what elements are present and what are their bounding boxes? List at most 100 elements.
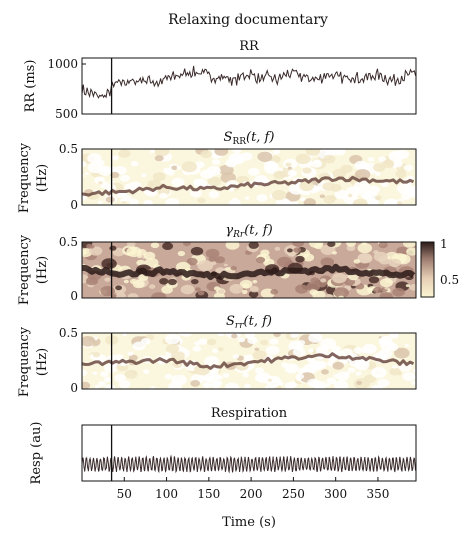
heatmap-cell [228, 198, 241, 205]
heatmap-cell [206, 338, 217, 346]
heatmap-cell [394, 347, 410, 359]
heatmap-cell [165, 197, 180, 205]
heatmap-cell [245, 333, 255, 339]
heatmap-cell [112, 247, 125, 257]
heatmap-cell [192, 345, 202, 352]
heatmap-cell [380, 340, 396, 352]
heatmap-cell [395, 170, 407, 179]
heatmap-cell [200, 150, 213, 159]
heatmap-cell [197, 260, 214, 272]
resp-series [82, 454, 416, 474]
heatmap-cell [326, 377, 337, 385]
heatmap-cell [252, 350, 267, 361]
s-r-ytick-top: 0.5 [59, 326, 78, 340]
heatmap-cell [379, 292, 393, 298]
gamma-ytick-top: 0.5 [59, 235, 78, 249]
heatmap-cell [287, 170, 297, 177]
heatmap-cell [389, 333, 399, 339]
heatmap-cell [307, 357, 317, 364]
rr-ytick-bottom: 500 [55, 107, 78, 121]
heatmap-cell [316, 360, 322, 364]
heatmap-cell [244, 196, 250, 200]
x-tick-label: 250 [282, 487, 305, 501]
rr-ytick-top: 1000 [47, 57, 78, 71]
heatmap-cell [252, 280, 258, 284]
heatmap-cell [265, 345, 280, 356]
heatmap-cell [284, 363, 299, 374]
heatmap-cell [383, 198, 399, 205]
heatmap-cell [143, 369, 150, 374]
heatmap-cell [167, 278, 177, 286]
heatmap-cell [132, 279, 145, 289]
heatmap-cell [360, 189, 374, 199]
resp-title: Respiration [211, 406, 288, 421]
heatmap-cell [405, 284, 410, 288]
heatmap-cell [151, 292, 167, 298]
heatmap-cell [325, 294, 334, 298]
heatmap-cell [373, 251, 388, 262]
heatmap-cell [374, 195, 382, 201]
heatmap-cell [265, 375, 282, 387]
heatmap-cell [214, 256, 226, 264]
heatmap-cell [371, 367, 387, 379]
resp-plot-area [82, 425, 416, 481]
panel-s-rr: SRR(t, f) Frequency (Hz) 0.5 0 [17, 130, 417, 213]
heatmap-cell [355, 371, 362, 376]
heatmap-cell [82, 249, 88, 255]
heatmap-cell [154, 149, 170, 157]
heatmap-cell [303, 198, 316, 205]
heatmap-cell [287, 166, 293, 170]
heatmap-cell [128, 354, 138, 361]
heatmap-cell [347, 367, 356, 373]
heatmap-cell [269, 338, 279, 345]
heatmap-cell [272, 149, 281, 155]
heatmap-cell [205, 248, 220, 259]
heatmap-cell [295, 153, 311, 165]
s-rr-ylabel-line2: (Hz) [35, 164, 50, 192]
heatmap-cell [212, 348, 219, 354]
heatmap-cell [85, 276, 99, 286]
heatmap-cell [348, 352, 354, 356]
heatmap-cell [82, 160, 87, 168]
resp-ylabel: Resp (au) [29, 422, 44, 485]
heatmap-cell [141, 173, 147, 178]
heatmap-cell [120, 174, 130, 182]
heatmap-cell [130, 160, 139, 167]
heatmap-cell [297, 340, 306, 346]
heatmap-cell [392, 160, 403, 168]
heatmap-cell [333, 287, 349, 298]
heatmap-cell [357, 253, 372, 263]
heatmap-cell [150, 386, 156, 389]
colorbar-min-label: 0.5 [440, 273, 459, 287]
heatmap-cell [255, 256, 266, 264]
heatmap-cell [323, 195, 336, 204]
heatmap-cell [168, 381, 182, 389]
heatmap-cell [118, 149, 131, 158]
heatmap-cell [361, 242, 367, 246]
heatmap-cell [244, 383, 251, 389]
heatmap-cell [89, 245, 95, 249]
heatmap-cell [136, 259, 146, 267]
heatmap-cell [293, 247, 302, 253]
heatmap-cell [200, 169, 214, 179]
heatmap-cell [333, 374, 340, 379]
colorbar [420, 241, 435, 298]
heatmap-cell [208, 256, 217, 262]
heatmap-cell [392, 365, 398, 369]
heatmap-cell [273, 170, 286, 180]
heatmap-cell [411, 381, 416, 385]
heatmap-cell [305, 192, 310, 196]
panel-s-r: Srr(t, f) Frequency (Hz) 0.5 0 [17, 314, 417, 397]
heatmap-cell [271, 190, 287, 201]
heatmap-cell [367, 157, 375, 162]
heatmap-cell [165, 169, 175, 176]
heatmap-cell [231, 333, 238, 339]
heatmap-cell [238, 337, 246, 343]
heatmap-cell [92, 352, 101, 358]
heatmap-cell [111, 294, 117, 298]
heatmap-cell [154, 155, 164, 162]
s-rr-heatmap [82, 149, 416, 205]
heatmap-cell [205, 383, 211, 388]
heatmap-cell [217, 347, 224, 352]
heatmap-cell [248, 290, 259, 298]
